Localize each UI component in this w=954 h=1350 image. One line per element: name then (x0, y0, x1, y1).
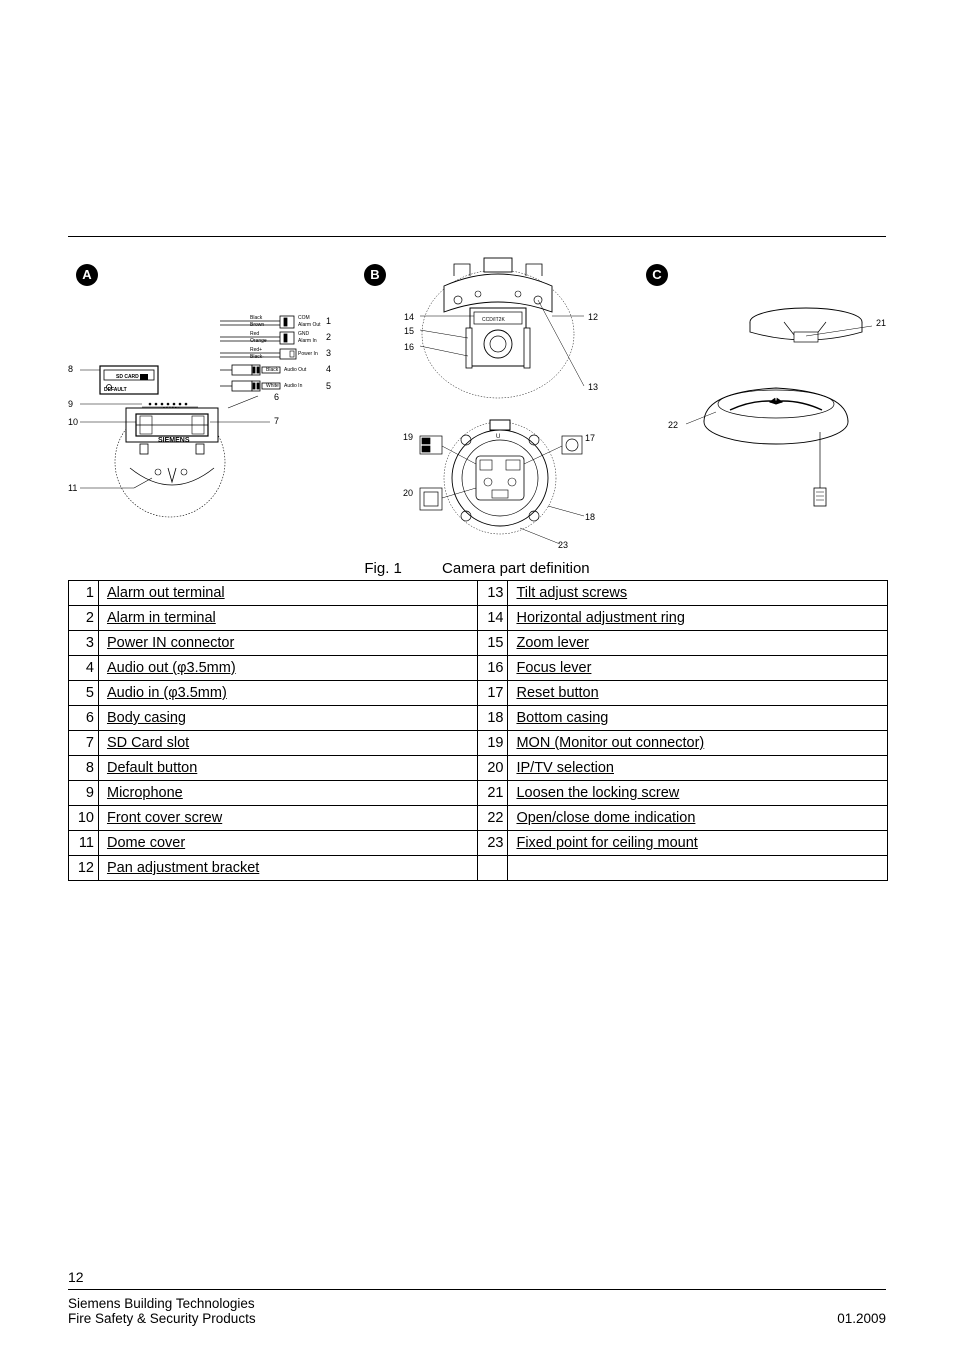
wire-l5: White (266, 383, 279, 389)
wire-r1a: COM (298, 315, 310, 321)
caption-fig: Fig. 1 (364, 560, 402, 577)
top-rule (68, 236, 886, 237)
footer-line1: Siemens Building Technologies (68, 1296, 255, 1311)
badge-a: A (76, 264, 98, 286)
callout-22: 22 (668, 420, 678, 430)
default-label: DEFAULT (104, 387, 127, 393)
callout-7: 7 (274, 416, 279, 426)
wire-r2a: GND (298, 331, 309, 337)
wire-r2b: Alarm In (298, 338, 317, 344)
page-footer: 12 Siemens Building Technologies Fire Sa… (68, 1269, 886, 1326)
callout-3: 3 (326, 348, 331, 358)
table-row: 11Dome cover23Fixed point for ceiling mo… (69, 831, 888, 856)
callout-8: 8 (68, 364, 73, 374)
svg-text:CCD/IT2K: CCD/IT2K (482, 317, 505, 323)
diagram-area: A B C SD CARD DEFAULT (68, 256, 886, 546)
siemens-label: SIEMENS (158, 437, 190, 444)
wire-l1b: Brown (250, 322, 264, 328)
callout-10: 10 (68, 417, 78, 427)
table-row: 10Front cover screw22Open/close dome ind… (69, 806, 888, 831)
footer-date: 01.2009 (837, 1311, 886, 1326)
callout-11: 11 (68, 483, 77, 493)
callout-18: 18 (585, 512, 595, 522)
svg-text:U: U (496, 434, 500, 440)
wire-l3a: Red+ (250, 347, 262, 353)
callout-6: 6 (274, 392, 279, 402)
callout-19: 19 (403, 432, 413, 442)
table-row: 6Body casing18Bottom casing (69, 706, 888, 731)
panel-b-lower: U (384, 416, 606, 546)
page-number: 12 (68, 1269, 886, 1285)
figure-caption: Fig. 1 Camera part definition (0, 560, 954, 577)
callout-16: 16 (404, 342, 414, 352)
parts-table: 1Alarm out terminal13Tilt adjust screws … (68, 580, 888, 881)
page-root: A B C SD CARD DEFAULT (0, 0, 954, 1350)
callout-2: 2 (326, 332, 331, 342)
callout-21: 21 (876, 318, 886, 328)
wire-r3: Power In (298, 351, 318, 357)
wire-l1a: Black (250, 315, 262, 321)
wire-r1b: Alarm Out (298, 322, 321, 328)
callout-17: 17 (585, 433, 595, 443)
sd-label: SD CARD (116, 374, 139, 380)
caption-text: Camera part definition (442, 560, 590, 577)
callout-9: 9 (68, 399, 73, 409)
table-row: 4Audio out (φ3.5mm)16Focus lever (69, 656, 888, 681)
callout-12: 12 (588, 312, 598, 322)
table-row: 7SD Card slot19MON (Monitor out connecto… (69, 731, 888, 756)
callout-4: 4 (326, 364, 331, 374)
wire-l2a: Red (250, 331, 259, 337)
panel-b-upper: CCD/IT2K (384, 256, 606, 406)
badge-c: C (646, 264, 668, 286)
table-row: 2Alarm in terminal14Horizontal adjustmen… (69, 606, 888, 631)
callout-23: 23 (558, 540, 568, 550)
table-row: 12Pan adjustment bracket (69, 856, 888, 881)
footer-rule (68, 1289, 886, 1290)
wire-l4: Black (266, 367, 278, 373)
table-row: 1Alarm out terminal13Tilt adjust screws (69, 581, 888, 606)
table-row: 8Default button20IP/TV selection (69, 756, 888, 781)
badge-b: B (364, 264, 386, 286)
wire-r4: Audio Out (284, 367, 306, 373)
wire-r5: Audio In (284, 383, 302, 389)
callout-20: 20 (403, 488, 413, 498)
table-row: 9Microphone21Loosen the locking screw (69, 781, 888, 806)
callout-15: 15 (404, 326, 414, 336)
wire-l2b: Orange (250, 338, 267, 344)
table-row: 5Audio in (φ3.5mm)17Reset button (69, 681, 888, 706)
callout-1: 1 (326, 316, 331, 326)
table-row: 3Power IN connector15Zoom lever (69, 631, 888, 656)
callout-13: 13 (588, 382, 598, 392)
panel-c-sketch (666, 292, 886, 522)
callout-14: 14 (404, 312, 414, 322)
callout-5: 5 (326, 381, 331, 391)
wire-l3b: Black- (250, 354, 264, 360)
footer-line2: Fire Safety & Security Products (68, 1311, 256, 1326)
